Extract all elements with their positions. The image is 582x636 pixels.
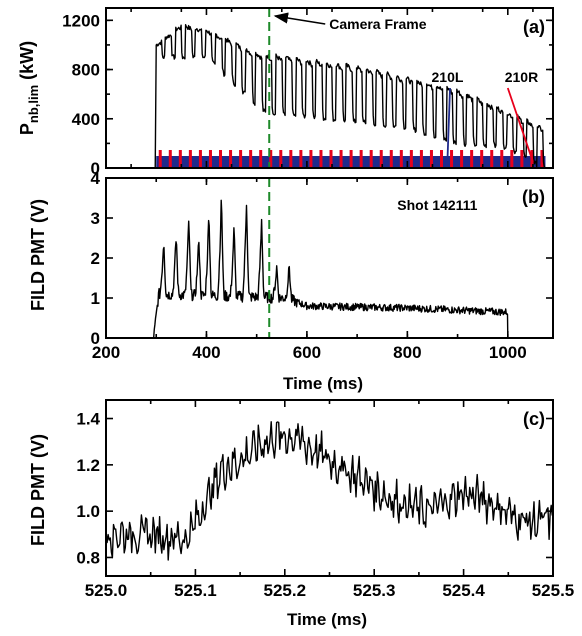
panel-c-ylabel: FILD PMT (V) bbox=[28, 434, 48, 546]
y-tick-label: 1200 bbox=[62, 11, 100, 30]
x-tick-label: 525.3 bbox=[353, 581, 396, 600]
beam-210R-pulse bbox=[259, 150, 263, 168]
beam-210R-pulse bbox=[269, 150, 273, 168]
panel-c-xlabel: Time (ms) bbox=[287, 610, 367, 629]
beam-timing-bars bbox=[156, 150, 546, 168]
x-tick-label: 525.4 bbox=[442, 581, 485, 600]
fild-zoom-trace bbox=[105, 421, 553, 561]
x-tick-label: 1000 bbox=[489, 343, 527, 362]
y-tick-label: 3 bbox=[91, 209, 100, 228]
panel-a: 0 400 800 1200 Pnb,lim (kW) (a) Camera Fram… bbox=[17, 7, 554, 178]
beam-210R-pulse bbox=[349, 150, 353, 168]
beam-210R-pulse bbox=[470, 150, 474, 168]
beam-210R-pulse bbox=[359, 150, 363, 168]
x-tick-label: 525.5 bbox=[532, 581, 575, 600]
beam-210R-pulse bbox=[439, 150, 444, 168]
beam-210R-pulse bbox=[188, 150, 192, 168]
panel-c-frame bbox=[105, 399, 554, 577]
beam-210R-pulse bbox=[500, 150, 504, 168]
injected-power-trace bbox=[106, 24, 553, 169]
beam-210R-label: 210R bbox=[505, 69, 538, 85]
beam-210R-pulse bbox=[480, 150, 484, 168]
beam-210R-pulse bbox=[379, 150, 383, 168]
beam-210L-label: 210L bbox=[432, 69, 464, 85]
beam-210R-pulse bbox=[168, 150, 172, 168]
panel-c-ticks: 525.0 525.1 525.2 525.3 525.4 525.5 0.8 1.0 1.2 1… bbox=[76, 400, 574, 600]
beam-210R-pulse bbox=[520, 150, 524, 168]
fild-signal-trace bbox=[153, 199, 509, 339]
beam-210R-pulse bbox=[329, 150, 333, 168]
x-tick-label: 200 bbox=[92, 343, 120, 362]
beam-210L-pointer bbox=[446, 87, 451, 159]
panel-b-ylabel: FILD PMT (V) bbox=[28, 199, 48, 311]
panel-b: 200 400 600 800 1000 0 1 2 3 4 FILD PMT (V) Time … bbox=[28, 169, 554, 393]
camera-frame-annotation: Camera Frame bbox=[329, 16, 426, 32]
beam-210R-pulse bbox=[158, 150, 162, 168]
beam-210R-pulse bbox=[239, 150, 243, 168]
beam-210R-pulse bbox=[309, 150, 313, 168]
shot-number: Shot 142111 bbox=[397, 197, 477, 213]
x-tick-label: 400 bbox=[192, 343, 220, 362]
panel-a-frame bbox=[105, 7, 554, 169]
beam-210R-pulse bbox=[339, 150, 343, 168]
beam-210R-pulse bbox=[419, 150, 423, 168]
x-tick-label: 525.0 bbox=[85, 581, 128, 600]
y-tick-label: 1 bbox=[91, 289, 100, 308]
beam-210R-pulse bbox=[279, 150, 283, 168]
y-tick-label: 1.4 bbox=[76, 410, 100, 429]
beam-210R-pulse bbox=[289, 150, 293, 168]
panel-a-ticks: 0 400 800 1200 bbox=[62, 8, 553, 178]
x-tick-label: 525.1 bbox=[174, 581, 217, 600]
panel-b-ticks: 200 400 600 800 1000 0 1 2 3 4 bbox=[91, 169, 553, 362]
beam-210R-pulse bbox=[460, 150, 464, 168]
beam-210R-pulse bbox=[299, 150, 303, 168]
panel-c: 525.0 525.1 525.2 525.3 525.4 525.5 0.8 1.0 1.2 1… bbox=[28, 399, 574, 629]
beam-210R-pulse bbox=[450, 150, 454, 168]
beam-210R-pulse bbox=[540, 150, 544, 168]
beam-210R-pulse bbox=[490, 150, 494, 168]
beam-210R-pulse bbox=[389, 150, 393, 168]
beam-210R-pulse bbox=[198, 150, 202, 168]
y-tick-label: 4 bbox=[91, 169, 101, 188]
panel-b-xlabel: Time (ms) bbox=[283, 374, 363, 393]
y-tick-label: 2 bbox=[91, 249, 100, 268]
x-tick-label: 600 bbox=[293, 343, 321, 362]
x-tick-label: 800 bbox=[393, 343, 421, 362]
beam-210R-pulse bbox=[208, 150, 212, 168]
x-tick-label: 525.2 bbox=[264, 581, 307, 600]
beam-210R-pulse bbox=[178, 150, 182, 168]
beam-210R-pulse bbox=[319, 150, 323, 168]
y-tick-label: 800 bbox=[72, 61, 100, 80]
y-tick-label: 0 bbox=[91, 329, 100, 348]
y-tick-label: 1.2 bbox=[76, 456, 100, 475]
y-tick-label: 1.0 bbox=[76, 502, 100, 521]
beam-210R-pulse bbox=[409, 150, 413, 168]
beam-210R-pointer bbox=[506, 87, 534, 163]
panel-b-frame bbox=[105, 177, 554, 339]
beam-210R-pulse bbox=[429, 150, 433, 168]
beam-210R-pulse bbox=[369, 150, 373, 168]
beam-210R-pulse bbox=[219, 150, 223, 168]
panel-b-label: (b) bbox=[522, 187, 545, 207]
camera-frame-arrow bbox=[273, 12, 326, 25]
panel-a-ylabel: Pnb,lim (kW) bbox=[17, 41, 41, 135]
panel-a-label: (a) bbox=[523, 17, 545, 37]
y-tick-label: 0 bbox=[91, 159, 100, 178]
beam-210R-pulse bbox=[229, 150, 233, 168]
beam-210R-pulse bbox=[249, 150, 253, 168]
y-tick-label: 0.8 bbox=[76, 548, 100, 567]
beam-210R-pulse bbox=[510, 150, 514, 168]
panel-c-label: (c) bbox=[523, 409, 545, 429]
beam-210R-pulse bbox=[399, 150, 403, 168]
y-tick-label: 400 bbox=[72, 110, 100, 129]
